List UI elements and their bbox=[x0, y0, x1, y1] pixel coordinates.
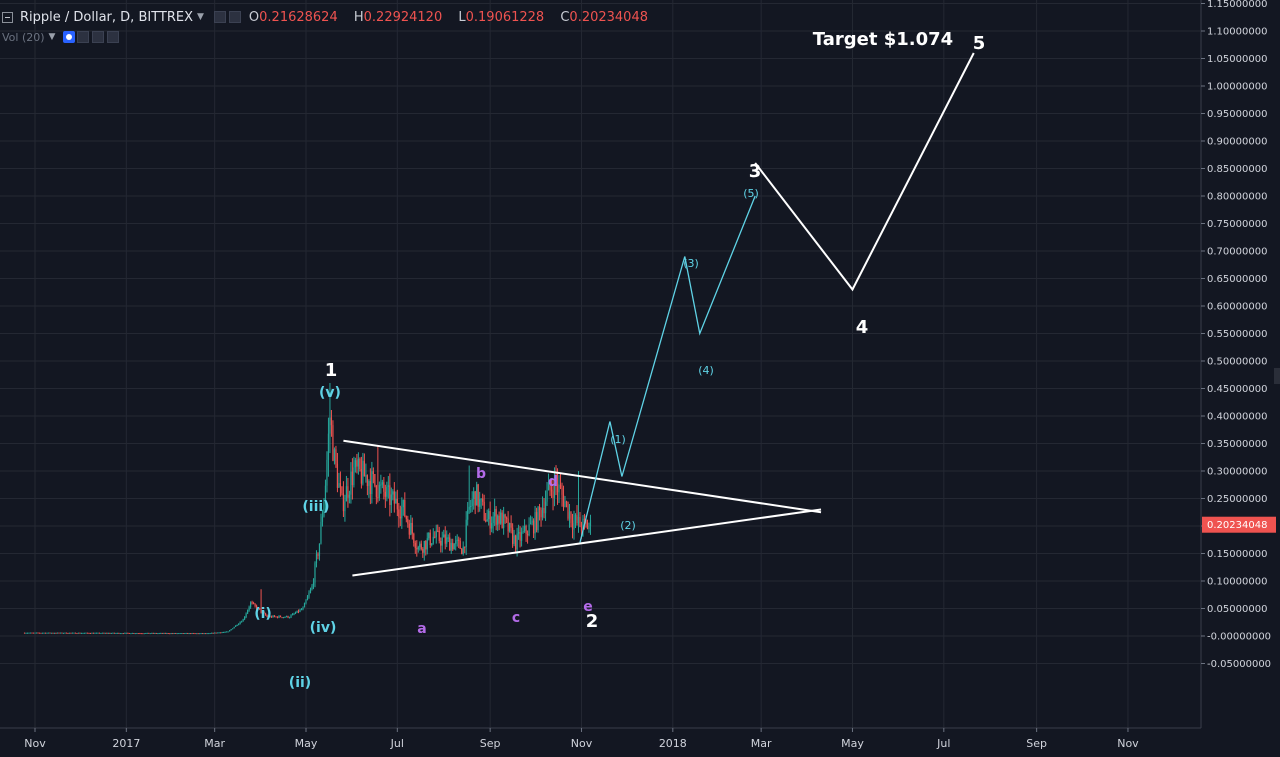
legend: Ripple / Dollar, D, BITTREX ▼ O0.2162862… bbox=[2, 7, 660, 27]
wave-label-ii: (ii) bbox=[289, 675, 311, 691]
price-tick-label: 0.95000000 bbox=[1207, 109, 1267, 120]
wave-label-p1: (1) bbox=[610, 433, 626, 446]
time-tick-label: 2017 bbox=[112, 737, 140, 750]
price-tick-label: 0.45000000 bbox=[1207, 384, 1267, 395]
price-tick-label: 0.85000000 bbox=[1207, 164, 1267, 175]
high-value: 0.22924120 bbox=[363, 9, 443, 25]
time-tick-label: Sep bbox=[1026, 737, 1047, 750]
settings-icon[interactable] bbox=[213, 11, 226, 23]
time-tick-label: May bbox=[295, 737, 318, 750]
triangle-lower-line bbox=[352, 508, 822, 577]
price-tick-label: 0.65000000 bbox=[1207, 274, 1267, 285]
price-axis[interactable]: 1.15000000 1.10000000 1.05000000 1.00000000… bbox=[1200, 0, 1280, 757]
price-tick-label: 0.35000000 bbox=[1207, 439, 1267, 450]
price-tick-label: 0.50000000 bbox=[1207, 357, 1267, 368]
time-tick-label: Mar bbox=[751, 737, 772, 750]
scale-handle-icon[interactable] bbox=[1274, 368, 1280, 384]
price-tick-label: 0.10000000 bbox=[1207, 577, 1267, 588]
wave-label-b: b bbox=[476, 466, 486, 482]
price-tick-label: 0.70000000 bbox=[1207, 247, 1267, 258]
wave-label-3: 3 bbox=[749, 161, 762, 182]
low-label: L bbox=[458, 9, 466, 25]
close-value: 0.20234048 bbox=[569, 9, 648, 25]
hide-icon[interactable] bbox=[228, 11, 241, 23]
time-tick-label: May bbox=[841, 737, 864, 750]
ohlc-values: O0.21628624 H0.22924120 L0.19061228 C0.2… bbox=[249, 10, 660, 25]
close-icon[interactable] bbox=[107, 31, 120, 43]
time-tick-label: Nov bbox=[1117, 737, 1139, 750]
wave-label-p5: (5) bbox=[743, 187, 759, 200]
major-wave-line[interactable] bbox=[754, 52, 975, 292]
open-value: 0.21628624 bbox=[259, 9, 338, 25]
price-tick-label: 0.05000000 bbox=[1207, 604, 1267, 615]
wave-label-i: (i) bbox=[254, 606, 272, 622]
price-tick-label: -0.00000000 bbox=[1207, 632, 1271, 643]
time-tick-label: Sep bbox=[480, 737, 501, 750]
price-tick-label: 0.15000000 bbox=[1207, 549, 1267, 560]
close-label: C bbox=[560, 9, 570, 25]
symbol-title[interactable]: Ripple / Dollar, D, BITTREX bbox=[20, 9, 193, 25]
wave-label-4: 4 bbox=[856, 317, 869, 338]
wave-label-e: e bbox=[583, 599, 593, 615]
price-tick-label: 1.05000000 bbox=[1207, 54, 1267, 65]
eye-icon[interactable] bbox=[63, 31, 76, 43]
volume-dropdown-icon[interactable]: ▼ bbox=[48, 32, 56, 42]
low-value: 0.19061228 bbox=[465, 9, 545, 25]
time-tick-label: Jul bbox=[936, 737, 950, 750]
wave-label-iii: (iii) bbox=[302, 499, 329, 515]
time-tick-label: Jul bbox=[390, 737, 404, 750]
price-tick-label: 0.60000000 bbox=[1207, 302, 1267, 313]
price-tick-label: 1.10000000 bbox=[1207, 27, 1267, 38]
settings-icon[interactable] bbox=[77, 31, 90, 43]
open-label: O bbox=[248, 9, 260, 25]
price-tick-label: 0.40000000 bbox=[1207, 412, 1267, 423]
wave-label-p3: (3) bbox=[683, 257, 699, 270]
candles bbox=[23, 383, 592, 635]
time-tick-label: Nov bbox=[571, 737, 593, 750]
current-price-tag bbox=[1202, 516, 1276, 533]
time-tick-label: 2018 bbox=[659, 737, 687, 750]
price-tick-label: 0.90000000 bbox=[1207, 137, 1267, 148]
price-tick-label: 0.55000000 bbox=[1207, 329, 1267, 340]
wave-label-2: 2 bbox=[586, 611, 599, 632]
wave-label-c: c bbox=[512, 610, 520, 626]
target-label: Target $1.074 bbox=[813, 29, 953, 50]
time-axis[interactable]: Nov 2017 Mar May Jul Sep Nov 2018 Mar May Jul Sep No… bbox=[0, 727, 1201, 750]
triangle-lines[interactable] bbox=[343, 439, 822, 577]
wave-label-iv: (iv) bbox=[310, 620, 337, 636]
wave-label-1: 1 bbox=[325, 360, 338, 381]
volume-legend: Vol (20) ▼ bbox=[2, 30, 120, 44]
collapse-legend-icon[interactable] bbox=[2, 11, 13, 23]
price-tick-label: 0.80000000 bbox=[1207, 192, 1267, 203]
wave-label-v: (v) bbox=[319, 385, 341, 401]
wave-label-p4: (4) bbox=[698, 364, 714, 377]
wave-label-5: 5 bbox=[973, 33, 986, 54]
grid bbox=[0, 0, 1200, 728]
current-price-label: 0.20234048 bbox=[1207, 520, 1267, 531]
high-label: H bbox=[353, 9, 364, 25]
triangle-upper-line bbox=[343, 439, 822, 514]
wave-label-a: a bbox=[417, 621, 426, 637]
price-tick-label: 0.30000000 bbox=[1207, 467, 1267, 478]
volume-label[interactable]: Vol (20) bbox=[2, 30, 45, 44]
time-tick-label: Mar bbox=[204, 737, 225, 750]
price-tick-label: -0.05000000 bbox=[1207, 659, 1271, 670]
price-tick-label: 1.00000000 bbox=[1207, 82, 1267, 93]
add-icon[interactable] bbox=[92, 31, 105, 43]
symbol-dropdown-icon[interactable]: ▼ bbox=[197, 12, 204, 22]
price-tick-label: 0.75000000 bbox=[1207, 219, 1267, 230]
time-tick-label: Nov bbox=[24, 737, 46, 750]
projection-wave-line[interactable] bbox=[579, 195, 756, 543]
price-tick-label: 1.15000000 bbox=[1207, 0, 1267, 10]
wave-label-p2: (2) bbox=[620, 519, 636, 532]
price-tick-label: 0.25000000 bbox=[1207, 494, 1267, 505]
wave-label-d: d bbox=[548, 474, 558, 490]
